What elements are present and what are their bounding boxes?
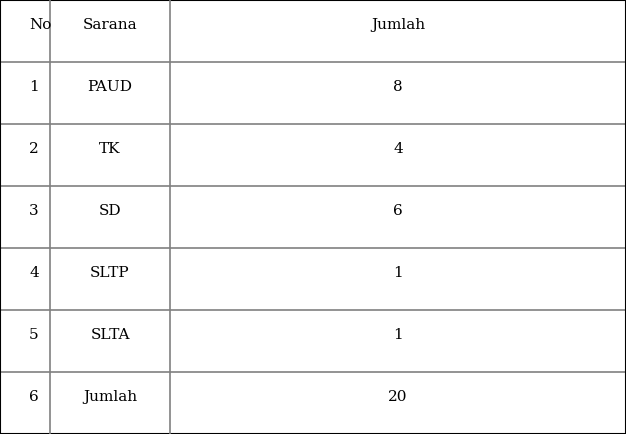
Text: PAUD: PAUD [88,80,133,94]
Text: 8: 8 [393,80,403,94]
Text: 2: 2 [29,142,39,156]
Text: 1: 1 [393,266,403,280]
Text: 3: 3 [29,204,39,218]
Text: 1: 1 [29,80,39,94]
Text: SD: SD [99,204,121,218]
Text: 6: 6 [393,204,403,218]
Text: 6: 6 [29,390,39,404]
Text: SLTA: SLTA [90,328,130,342]
Text: 20: 20 [388,390,408,404]
Text: Sarana: Sarana [83,18,137,32]
Text: TK: TK [100,142,121,156]
Text: 4: 4 [29,266,39,280]
Text: Jumlah: Jumlah [371,18,425,32]
Text: 4: 4 [393,142,403,156]
Text: No: No [29,18,51,32]
Text: 5: 5 [29,328,39,342]
Text: 1: 1 [393,328,403,342]
Text: Jumlah: Jumlah [83,390,137,404]
Text: SLTP: SLTP [90,266,130,280]
